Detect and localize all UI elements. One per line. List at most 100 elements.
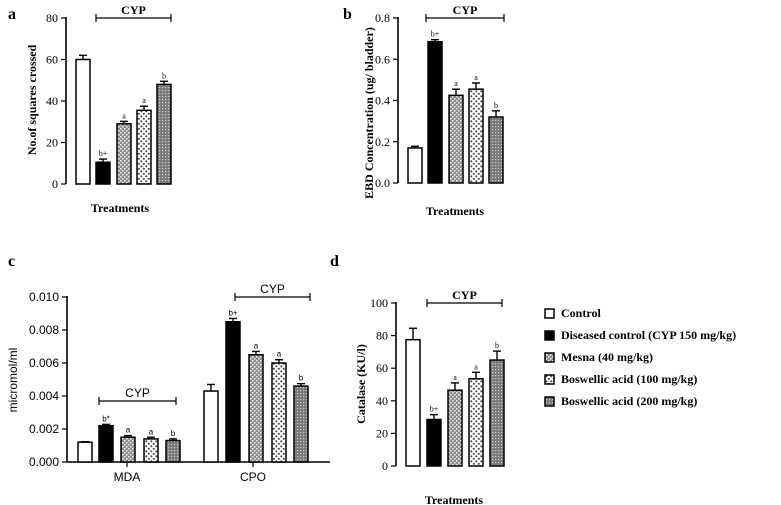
cyp-bracket-label: CYP (452, 288, 477, 302)
bar-cpo-5 (293, 385, 309, 463)
significance-label: b+ (99, 149, 108, 158)
y-tick-label: 80 (46, 11, 58, 25)
significance-label: b+ (431, 30, 440, 39)
bar-3 (448, 94, 464, 184)
cyp-bracket-label: CYP (453, 3, 478, 17)
significance-label: b (299, 374, 304, 383)
x-category-label: CPO (240, 470, 266, 484)
significance-label: a (453, 373, 457, 382)
y-tick-label: 0.0 (375, 176, 390, 190)
bar-2 (427, 40, 443, 184)
y-tick-label: 0.8 (375, 11, 390, 25)
significance-label: b (171, 429, 176, 438)
y-tick-label: 0 (52, 177, 58, 191)
panel-b-xlabel: Treatments (426, 204, 485, 218)
cyp-bracket-label: CYP (125, 386, 150, 400)
panel-c: c micromol/ml 0.000 0.002 0.004 0.006 0.008 0… (6, 253, 330, 484)
bar-mda-2 (98, 424, 114, 463)
significance-label: b (162, 71, 166, 80)
y-tick-label: 0 (382, 459, 388, 473)
panel-a-letter: a (8, 6, 16, 23)
significance-label: b+ (430, 405, 439, 414)
y-tick-label: 80 (376, 329, 388, 343)
legend: Control Diseased control (CYP 150 mg/kg) M… (544, 306, 736, 408)
legend-label-1: Control (561, 306, 601, 320)
y-tick-label: 0.000 (29, 455, 59, 469)
legend-label-3: Mesna (40 mg/kg) (561, 350, 653, 364)
bar-5 (489, 359, 505, 467)
significance-label: a (142, 96, 146, 105)
significance-label: a (254, 341, 259, 350)
legend-swatch-5 (544, 396, 555, 407)
bar-1 (407, 147, 423, 184)
legend-swatch-2 (544, 330, 555, 341)
significance-label: b* (102, 414, 110, 423)
y-tick-label: 20 (376, 426, 388, 440)
y-tick-label: 0.004 (29, 389, 59, 403)
bar-1 (405, 338, 421, 467)
bar-5 (156, 83, 172, 185)
y-tick-label: 20 (46, 136, 58, 150)
bar-cpo-2 (225, 321, 241, 463)
panel-b-ylabel: EBD Concentration (ug/ bladder) (362, 27, 376, 199)
significance-label: b+ (228, 308, 237, 317)
significance-label: b (494, 101, 498, 110)
significance-label: a (122, 111, 126, 120)
panel-a-xlabel: Treatments (91, 201, 150, 215)
panel-d-letter: d (330, 253, 339, 270)
significance-label: a (474, 362, 478, 371)
bar-5 (488, 116, 504, 184)
cyp-bracket-label: CYP (121, 3, 146, 17)
bar-3 (116, 123, 132, 185)
significance-label: a (454, 79, 458, 88)
legend-swatch-3 (544, 352, 555, 363)
significance-label: a (126, 426, 131, 435)
bar-4 (468, 378, 484, 467)
legend-swatch-4 (544, 374, 555, 385)
y-tick-label: 0.002 (29, 422, 59, 436)
bar-mda-3 (120, 436, 136, 463)
bar-4 (468, 88, 484, 184)
significance-label: a (149, 427, 154, 436)
panel-d: d Catalase (KU/l) Treatments 0 20 40 60 80 10… (330, 253, 505, 505)
bar-cpo-1 (203, 390, 219, 463)
legend-swatch-1 (544, 308, 555, 319)
y-tick-label: 60 (376, 361, 388, 375)
cyp-bracket-label: CYP (260, 282, 285, 296)
bar-4 (136, 109, 152, 185)
bar-cpo-4 (271, 362, 287, 463)
legend-label-4: Boswellic acid (100 mg/kg) (561, 372, 697, 386)
significance-label: a (474, 73, 478, 82)
x-category-label: MDA (114, 470, 141, 484)
bar-mda-4 (143, 438, 159, 463)
panel-a: a No.of squares crossed Treatments 0 20 40… (8, 3, 172, 215)
panel-d-xlabel: Treatments (425, 493, 484, 505)
y-tick-label: 40 (46, 94, 58, 108)
y-tick-label: 60 (46, 53, 58, 67)
panel-c-letter: c (8, 253, 15, 270)
bar-mda-1 (77, 441, 93, 463)
panel-b: b EBD Concentration (ug/ bladder) Treatm… (343, 3, 505, 218)
y-tick-label: 0.008 (29, 323, 59, 337)
y-tick-label: 0.010 (29, 290, 59, 304)
bar-1 (75, 58, 91, 185)
bar-2 (426, 418, 442, 467)
bar-2 (95, 161, 111, 185)
legend-label-5: Boswellic acid (200 mg/kg) (561, 394, 697, 408)
significance-label: a (277, 350, 282, 359)
significance-label: b (495, 341, 499, 350)
y-tick-label: 0.2 (375, 135, 390, 149)
panel-a-ylabel: No.of squares crossed (25, 44, 39, 155)
y-tick-label: 0.4 (375, 94, 390, 108)
panel-d-ylabel: Catalase (KU/l) (354, 344, 368, 424)
y-tick-label: 40 (376, 394, 388, 408)
bar-cpo-3 (248, 354, 264, 463)
panel-c-ylabel: micromol/ml (6, 348, 20, 413)
bar-mda-5 (165, 439, 181, 463)
bar-3 (447, 389, 463, 467)
legend-label-2: Diseased control (CYP 150 mg/kg) (561, 328, 736, 342)
y-tick-label: 0.006 (29, 356, 59, 370)
panel-b-letter: b (343, 6, 352, 23)
y-tick-label: 100 (370, 296, 388, 310)
